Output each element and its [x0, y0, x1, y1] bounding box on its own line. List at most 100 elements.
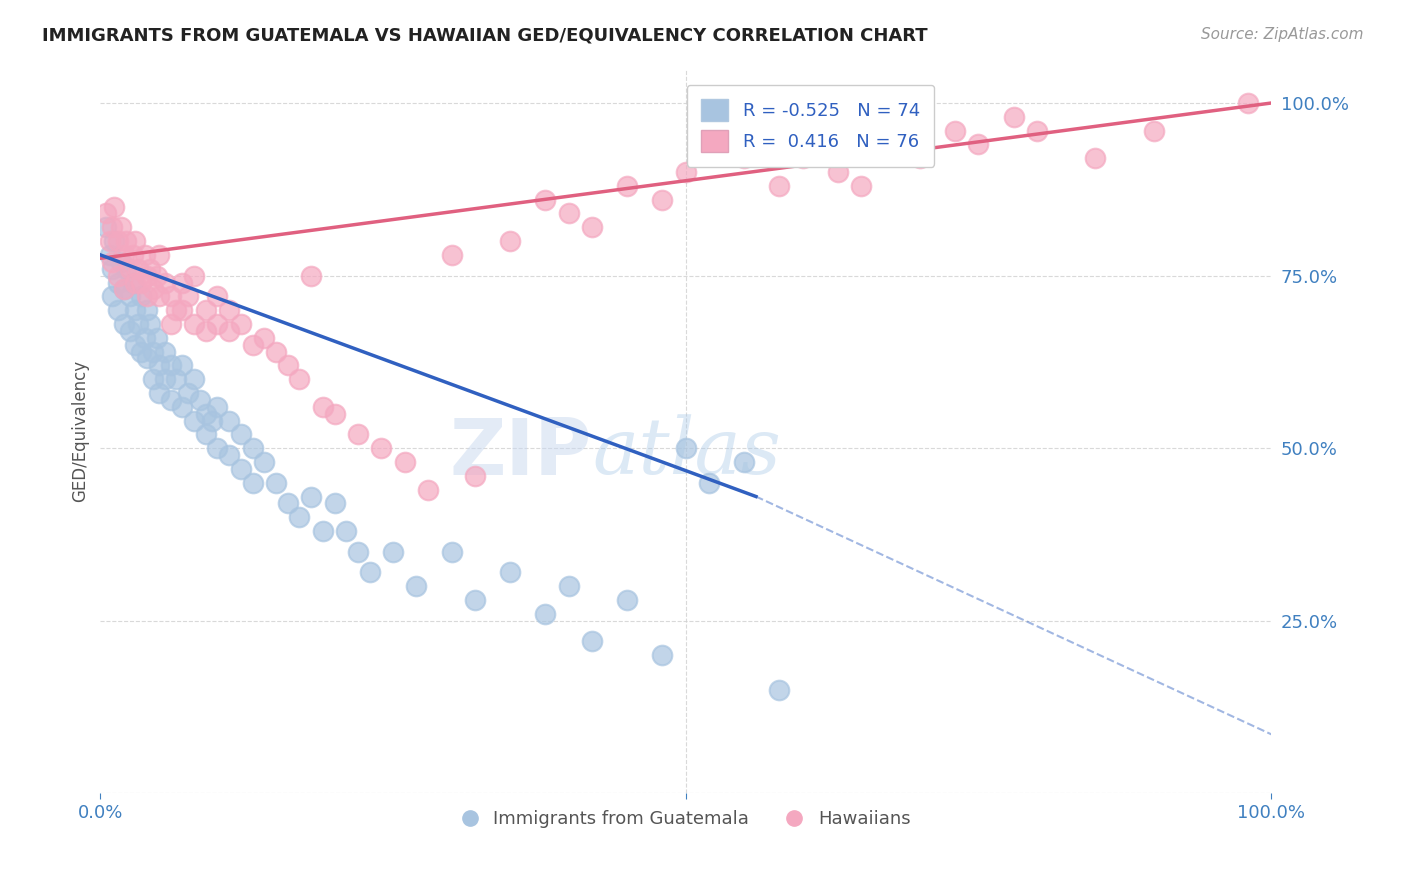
Point [110, 220, 132, 235]
Point [172, 303, 194, 318]
Point [359, 566, 381, 580]
Point [581, 220, 603, 235]
Point [242, 475, 264, 490]
Point [101, 289, 124, 303]
Point [159, 289, 181, 303]
Point [101, 255, 124, 269]
Point [218, 414, 240, 428]
Point [242, 337, 264, 351]
Point [112, 282, 135, 296]
Point [943, 123, 966, 137]
Point [312, 400, 335, 414]
Point [218, 303, 240, 318]
Point [96, 220, 118, 235]
Point [134, 331, 156, 345]
Point [288, 372, 311, 386]
Point [177, 289, 200, 303]
Point [207, 400, 229, 414]
Point [1143, 123, 1166, 137]
Point [188, 392, 211, 407]
Point [148, 248, 170, 262]
Point [177, 386, 200, 401]
Point [418, 483, 440, 497]
Point [124, 234, 146, 248]
Point [733, 455, 755, 469]
Point [165, 372, 187, 386]
Point [96, 206, 118, 220]
Point [142, 344, 165, 359]
Point [499, 234, 522, 248]
Point [288, 510, 311, 524]
Point [159, 317, 181, 331]
Point [277, 496, 299, 510]
Point [136, 268, 159, 283]
Point [253, 455, 276, 469]
Point [153, 276, 176, 290]
Point [264, 344, 287, 359]
Point [557, 206, 579, 220]
Point [107, 276, 129, 290]
Point [323, 496, 346, 510]
Point [124, 276, 146, 290]
Point [127, 261, 149, 276]
Point [908, 151, 931, 165]
Point [768, 682, 790, 697]
Point [1026, 123, 1049, 137]
Point [405, 579, 427, 593]
Point [159, 392, 181, 407]
Point [124, 337, 146, 351]
Point [581, 634, 603, 648]
Point [142, 282, 165, 296]
Point [792, 151, 814, 165]
Point [675, 441, 697, 455]
Point [534, 607, 557, 621]
Point [194, 427, 217, 442]
Point [142, 372, 165, 386]
Point [122, 276, 145, 290]
Point [115, 234, 138, 248]
Point [299, 490, 322, 504]
Point [145, 331, 167, 345]
Point [118, 324, 141, 338]
Point [112, 317, 135, 331]
Point [115, 261, 138, 276]
Point [1084, 151, 1107, 165]
Point [101, 220, 124, 235]
Point [124, 303, 146, 318]
Point [148, 359, 170, 373]
Point [264, 475, 287, 490]
Point [733, 151, 755, 165]
Point [886, 137, 908, 152]
Point [103, 200, 125, 214]
Point [172, 359, 194, 373]
Point [136, 289, 159, 303]
Text: atlas: atlas [592, 415, 780, 491]
Point [218, 448, 240, 462]
Point [194, 324, 217, 338]
Point [851, 178, 873, 193]
Point [148, 386, 170, 401]
Point [194, 303, 217, 318]
Point [675, 165, 697, 179]
Point [277, 359, 299, 373]
Point [697, 475, 720, 490]
Text: ZIP: ZIP [450, 415, 592, 491]
Point [136, 351, 159, 366]
Point [499, 566, 522, 580]
Point [165, 303, 187, 318]
Point [107, 268, 129, 283]
Point [112, 282, 135, 296]
Point [200, 414, 222, 428]
Point [207, 289, 229, 303]
Point [127, 317, 149, 331]
Point [131, 344, 153, 359]
Point [534, 193, 557, 207]
Point [323, 407, 346, 421]
Point [101, 261, 124, 276]
Point [312, 524, 335, 538]
Point [138, 317, 160, 331]
Point [967, 137, 990, 152]
Point [112, 248, 135, 262]
Text: IMMIGRANTS FROM GUATEMALA VS HAWAIIAN GED/EQUIVALENCY CORRELATION CHART: IMMIGRANTS FROM GUATEMALA VS HAWAIIAN GE… [42, 27, 928, 45]
Point [557, 579, 579, 593]
